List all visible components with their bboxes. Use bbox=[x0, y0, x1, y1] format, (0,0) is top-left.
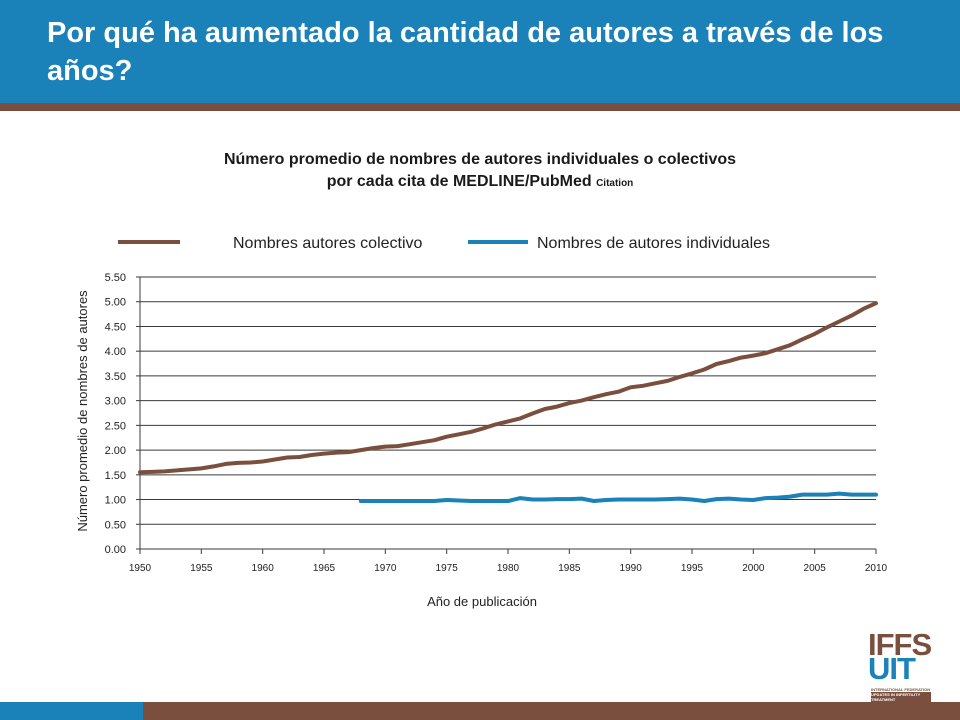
x-tick-label: 1990 bbox=[620, 563, 643, 574]
y-tick-label: 3.50 bbox=[105, 371, 126, 383]
logo-text-iffs: IFFS bbox=[868, 627, 932, 662]
y-axis-label: Número promedio de nombres de autores bbox=[75, 290, 90, 532]
logo-text-uit: UIT bbox=[868, 651, 916, 686]
x-tick-label: 1950 bbox=[129, 563, 152, 574]
series-line-1 bbox=[138, 301, 878, 475]
y-tick-label: 5.50 bbox=[105, 272, 126, 284]
x-tick-label: 1955 bbox=[190, 563, 213, 574]
y-tick-label: 4.00 bbox=[105, 346, 126, 358]
x-axis-label: Año de publicación bbox=[427, 594, 537, 609]
legend-label-2: Nombres de autores individuales bbox=[537, 235, 770, 252]
y-tick-label: 2.00 bbox=[105, 445, 126, 457]
y-tick-label: 2.50 bbox=[105, 420, 126, 432]
x-tick-label: 1995 bbox=[681, 563, 704, 574]
y-tick-label: 5.00 bbox=[105, 297, 126, 309]
chart-title-small: Citation bbox=[596, 178, 634, 189]
y-tick-label: 4.50 bbox=[105, 321, 126, 333]
y-tick-label: 1.00 bbox=[105, 495, 126, 507]
x-tick-label: 1980 bbox=[497, 563, 520, 574]
footer-bar-blue bbox=[0, 702, 143, 720]
x-tick-label: 2000 bbox=[742, 563, 765, 574]
x-tick-label: 1985 bbox=[558, 563, 581, 574]
x-tick-label: 1970 bbox=[374, 563, 397, 574]
legend-label-1: Nombres autores colectivo bbox=[233, 235, 423, 252]
chart-title-line2: por cada cita de MEDLINE/PubMed bbox=[326, 173, 592, 190]
chart-title: Número promedio de nombres de autores in… bbox=[130, 149, 830, 195]
x-tick-label: 2010 bbox=[865, 563, 888, 574]
series-line-2 bbox=[358, 491, 878, 503]
chart-title-line1: Número promedio de nombres de autores in… bbox=[223, 151, 737, 168]
y-tick-label: 0.50 bbox=[105, 519, 126, 531]
y-tick-label: 0.00 bbox=[105, 544, 126, 556]
x-tick-label: 1960 bbox=[252, 563, 275, 574]
header-bar: Por qué ha aumentado la cantidad de auto… bbox=[0, 0, 960, 103]
x-tick-label: 1965 bbox=[313, 563, 336, 574]
x-tick-label: 2005 bbox=[804, 563, 827, 574]
footer-bar-brown bbox=[143, 702, 960, 720]
logo-subtitle-band: UPDATES IN INFERTILITY TREATMENT bbox=[871, 692, 931, 702]
y-tick-label: 1.50 bbox=[105, 470, 126, 482]
y-tick-label: 3.00 bbox=[105, 396, 126, 408]
slide-title: Por qué ha aumentado la cantidad de auto… bbox=[47, 17, 884, 87]
header-divider bbox=[0, 103, 960, 111]
x-tick-label: 1975 bbox=[436, 563, 459, 574]
iffs-uit-logo: IFFS UIT INTERNATIONAL FEDERATION OF FER… bbox=[868, 627, 934, 702]
